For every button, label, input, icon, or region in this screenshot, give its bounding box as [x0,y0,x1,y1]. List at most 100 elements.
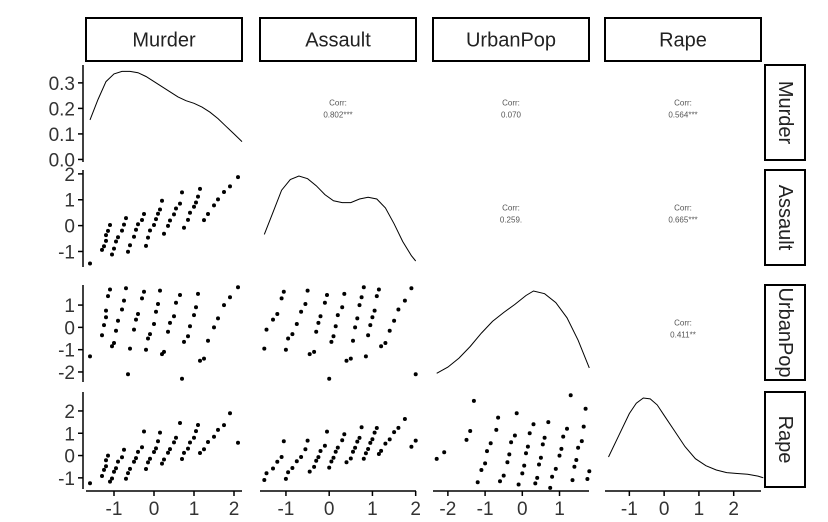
scatter-point [152,450,156,454]
scatter-point [413,372,418,377]
column-strip-label-rape: Rape [659,30,707,52]
y-tick-label: 1 [64,424,75,445]
scatter-point [396,307,401,312]
scatter-point [126,372,130,377]
scatter-point [124,216,128,221]
scatter-point [540,442,545,447]
scatter-point [572,464,577,469]
column-strip-label-murder: Murder [132,30,196,52]
scatter-point [158,288,162,293]
row-strip-label-murder: Murder [774,81,796,145]
density-curve-rape [608,397,764,479]
scatter-point [392,430,397,435]
column-strip-label-assault: Assault [305,30,371,52]
scatter-point [146,460,150,465]
scatter-point [361,456,366,461]
scatter-point [348,356,353,361]
y-tick-label: 1 [64,191,75,212]
scatter-point [120,455,124,460]
scatter-point [148,332,152,337]
scatter-point [327,376,332,381]
scatter-point [576,445,581,450]
scatter-point [271,317,275,322]
scatter-point [100,474,104,478]
scatter-point [180,457,184,461]
scatter-point [479,468,484,472]
corr-label: Corr: [674,99,692,108]
scatter-point [114,466,118,471]
y-tick-label: 0 [64,447,75,468]
x-axis-murder: -1 0 1 2 [86,490,242,520]
density-panel-murder [89,70,243,142]
scatter-point [222,190,226,194]
scatter-point [329,339,334,344]
scatter-point [88,261,92,266]
y-tick-label: -1 [58,242,75,263]
scatter-point [305,438,310,443]
scatter-point [222,423,226,428]
scatter-point [154,217,158,222]
scatter-point [228,184,232,189]
corr-label: Corr: [502,99,520,108]
scatter-point [126,249,130,254]
scatter-point [299,455,304,459]
scatter-point [312,464,317,469]
scatter-point [527,431,532,436]
density-panel-assault [263,175,417,262]
scatter-point [327,465,332,470]
scatter-point [156,302,160,306]
scatter-point [194,429,198,434]
scatter-point [279,296,284,301]
scatter-point [351,449,355,454]
scatter-point [331,455,336,460]
scatter-point [275,459,280,464]
y-tick-label: 0.3 [49,74,75,95]
scatter-point [88,481,92,486]
x-tick-label: -1 [277,499,294,520]
scatter-point [353,325,358,330]
x-tick-label: 1 [189,499,200,520]
scatter-point [156,439,160,444]
scatter-point [128,243,132,248]
corr-panel-murder-rape: Corr: 0.564*** [668,99,697,120]
scatter-point [102,244,106,249]
scatter-point [357,303,362,308]
scatter-point [505,460,510,465]
scatter-point [158,430,162,435]
scatter-point [156,211,160,216]
scatter-point [216,427,220,432]
scatter-point [542,435,547,440]
scatter-point [146,336,150,341]
scatter-point [128,346,132,351]
scatter-point [264,471,269,476]
corr-value: 0.259. [500,216,522,225]
scatter-point [142,429,146,434]
scatter-point [152,322,156,326]
scatter-point [565,426,569,431]
corr-panel-murder-assault: Corr: 0.802*** [323,99,352,120]
y-tick-label: 0.0 [49,150,75,171]
scatter-point [212,325,216,330]
corr-label: Corr: [674,319,692,328]
scatter-point [329,459,334,464]
scatter-point [178,293,182,297]
scatter-point [112,341,116,345]
scatter-point [314,329,319,334]
scatter-point [498,479,502,484]
scatter-point [409,286,414,291]
scatter-point [553,466,558,471]
column-strip-assault: Assault [259,17,417,62]
scatter-point [126,471,130,476]
scatter-point [186,446,190,451]
y-tick-label: 0.1 [49,125,75,146]
corr-value: 0.564*** [668,111,697,120]
scatter-point [355,439,360,444]
scatter-point [120,307,124,312]
y-tick-label: 0 [64,318,75,339]
y-tick-label: 2 [64,402,75,423]
scatter-point [112,469,116,474]
scatter-panel-rape-vs-assault [262,417,418,482]
scatter-point [559,446,564,451]
scatter-point [158,207,162,212]
x-tick-label: 1 [367,499,378,520]
